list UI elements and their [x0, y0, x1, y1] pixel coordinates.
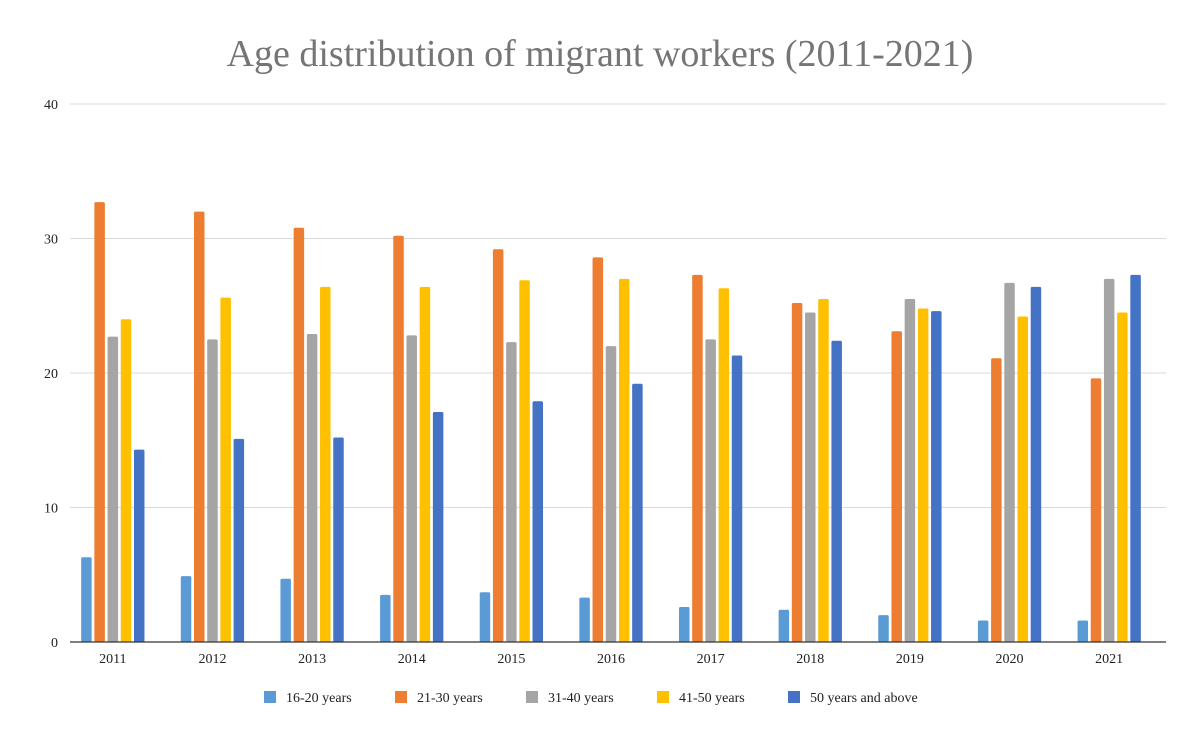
bar: [220, 297, 231, 642]
bar: [592, 257, 604, 642]
legend-label: 21-30 years: [417, 691, 483, 706]
legend-label: 50 years and above: [810, 691, 918, 706]
bar: [107, 336, 119, 642]
legend-item: 50 years and above: [788, 691, 918, 706]
bar: [805, 312, 816, 642]
bar: [532, 401, 544, 642]
bar: [393, 235, 404, 642]
legend-item: 16-20 years: [264, 691, 352, 706]
legend-item: 31-40 years: [526, 691, 614, 706]
bar: [605, 346, 617, 642]
x-tick-label: 2012: [198, 652, 226, 667]
x-tick-label: 2011: [99, 652, 126, 667]
chart-title: Age distribution of migrant workers (201…: [227, 33, 974, 75]
bar: [1030, 286, 1042, 642]
bar: [120, 319, 132, 642]
y-axis: 0 10 20 30 40: [44, 98, 58, 651]
bar: [831, 340, 842, 642]
legend-label: 16-20 years: [286, 691, 352, 706]
y-tick-label: 40: [44, 98, 58, 113]
bars: [81, 202, 1141, 643]
x-tick-label: 2016: [597, 652, 625, 667]
bar: [878, 615, 889, 642]
y-tick-label: 10: [44, 502, 58, 517]
legend-swatch: [526, 691, 538, 703]
legend-swatch: [657, 691, 669, 703]
bar: [891, 331, 902, 642]
bar: [492, 249, 504, 642]
x-tick-label: 2013: [298, 652, 326, 667]
bar: [931, 311, 942, 642]
bar: [280, 578, 291, 642]
bar: [579, 597, 590, 642]
bar: [194, 211, 205, 642]
legend-item: 21-30 years: [395, 691, 483, 706]
bar: [207, 339, 218, 642]
bar: [705, 339, 716, 642]
bar: [293, 227, 305, 643]
bar: [1090, 378, 1102, 642]
legend-swatch: [395, 691, 407, 703]
bar: [917, 308, 929, 642]
bar: [479, 592, 491, 642]
bar: [778, 609, 790, 642]
bar: [678, 607, 690, 642]
legend-item: 41-50 years: [657, 691, 745, 706]
bar: [81, 557, 92, 642]
bar: [380, 594, 391, 642]
bar: [818, 299, 829, 642]
bar: [1103, 278, 1115, 642]
bar: [1077, 620, 1089, 642]
bar: [519, 280, 530, 642]
x-axis: 2011 2012 2013 2014 2015 2016 2017 2018 2019 2020…: [70, 641, 1166, 667]
bar: [1017, 316, 1028, 642]
legend-label: 41-50 years: [679, 691, 745, 706]
x-tick-label: 2017: [697, 652, 725, 667]
bar: [731, 355, 743, 642]
x-tick-label: 2015: [497, 652, 525, 667]
x-tick-label: 2019: [896, 652, 924, 667]
x-tick-label: 2020: [996, 652, 1024, 667]
bar: [306, 333, 318, 642]
x-tick-label: 2021: [1095, 652, 1123, 667]
bar: [791, 303, 803, 642]
legend-label: 31-40 years: [548, 691, 614, 706]
y-tick-label: 20: [44, 367, 58, 382]
bar: [506, 342, 517, 642]
bar: [1004, 282, 1015, 642]
x-tick-label: 2014: [398, 652, 426, 667]
bar: [406, 335, 417, 642]
bar: [133, 449, 145, 642]
bar: [333, 437, 344, 642]
bar: [618, 278, 630, 642]
legend-swatch: [788, 691, 800, 703]
y-tick-label: 0: [51, 636, 58, 651]
bar: [718, 288, 730, 642]
bar: [1130, 274, 1141, 642]
bar: [419, 286, 431, 642]
bar: [94, 202, 105, 642]
bar: [320, 286, 331, 642]
bar: [233, 438, 245, 642]
bar: [1117, 312, 1128, 642]
legend: 16-20 years 21-30 years 31-40 years 41-50 y…: [264, 691, 918, 706]
gridlines: [70, 103, 1166, 508]
bar: [692, 274, 703, 642]
bar: [904, 299, 916, 642]
x-tick-label: 2018: [796, 652, 824, 667]
bar: [991, 358, 1002, 642]
bar: [977, 620, 989, 642]
bar: [432, 412, 444, 642]
bar: [632, 383, 643, 642]
y-tick-label: 30: [44, 233, 58, 248]
bar: [180, 576, 192, 642]
legend-swatch: [264, 691, 276, 703]
